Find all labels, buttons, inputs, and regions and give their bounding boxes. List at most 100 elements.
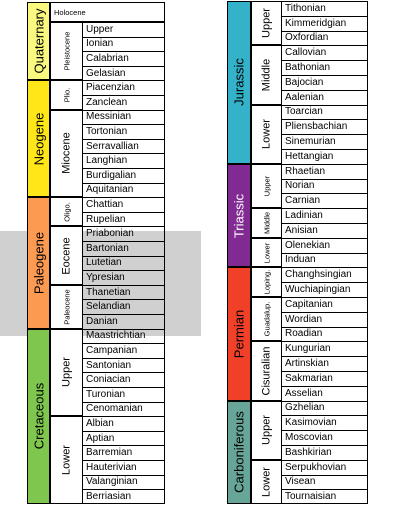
stage-bashkirian: Bashkirian (282, 445, 368, 460)
stage-label: Coniacian (86, 374, 131, 386)
stage-calabrian: Calabrian (83, 51, 165, 66)
period-cretaceous: Cretaceous (27, 328, 50, 504)
stage-label: Tithonian (285, 2, 326, 14)
epoch-carboniferous-upper: Upper (251, 400, 282, 460)
stage-priabonian: Priabonian (83, 226, 165, 241)
stage-lutetian: Lutetian (83, 255, 165, 271)
stage-bajocian: Bajocian (282, 75, 368, 90)
stage-label: Bashkirian (285, 446, 332, 458)
stage-label: Tortonian (86, 125, 128, 137)
epoch-permian-loping: Loping. (251, 267, 282, 297)
stage-pliensbachian: Pliensbachian (282, 119, 368, 134)
stage-visean: Visean (282, 474, 368, 490)
stage-ionian: Ionian (83, 36, 165, 52)
stage-label: Asselian (285, 387, 323, 399)
epoch-label: Upper (261, 175, 271, 197)
stage-cenomanian: Cenomanian (83, 401, 165, 417)
epoch-triassic-lower: Lower (251, 237, 282, 268)
stage-label: Danian (86, 315, 118, 327)
epoch-cretaceous-lower: Lower (50, 416, 83, 504)
epoch-quaternary-holocene: Holocene (50, 2, 165, 22)
stage-label: Toarcian (285, 106, 323, 118)
stage-barremian: Barremian (83, 445, 165, 460)
stage-selandian: Selandian (83, 299, 165, 314)
stage-sakmarian: Sakmarian (282, 371, 368, 386)
stage-label: Piacenzian (86, 82, 135, 94)
stage-toarcian: Toarcian (282, 104, 368, 120)
stage-label: Valanginian (86, 476, 138, 488)
stage-albian: Albian (83, 416, 165, 431)
stage-ladinian: Ladinian (282, 208, 368, 223)
epoch-label: Lower (261, 242, 271, 263)
stage-label: Bathonian (285, 62, 331, 74)
stage-aalenian: Aalenian (282, 89, 368, 105)
stage-wuchiapingian: Wuchiapingian (282, 282, 368, 297)
stage-label: Burdigalian (86, 169, 137, 181)
period-label: Cretaceous (31, 382, 46, 450)
stage-chattian: Chattian (83, 197, 165, 212)
epoch-neogene-miocene: Miocene (50, 109, 83, 198)
epoch-label: Loping. (261, 269, 271, 295)
epoch-paleogene-oligo: Oligo. (50, 197, 83, 227)
period-label: Quaternary (31, 8, 46, 74)
stage-olenekian: Olenekian (282, 237, 368, 253)
epoch-label: Lower (60, 445, 72, 475)
stage-label: Cenomanian (86, 403, 143, 415)
stage-messinian: Messinian (83, 109, 165, 125)
period-quaternary: Quaternary (27, 2, 50, 81)
stage-moscovian: Moscovian (282, 430, 368, 445)
stage-upper: Upper (83, 22, 165, 37)
stage-label: Anisian (285, 224, 318, 236)
stage-label: Ladinian (285, 210, 323, 222)
stage-roadian: Roadian (282, 326, 368, 342)
epoch-label: Guadalup. (261, 301, 271, 337)
stage-label: Santonian (86, 359, 132, 371)
stage-label: Langhian (86, 155, 128, 167)
epoch-label: Oligo. (61, 201, 71, 222)
epoch-label: Upper (260, 415, 272, 446)
stage-kimmeridgian: Kimmeridgian (282, 15, 368, 31)
stage-label: Campanian (86, 344, 138, 356)
stage-label: Sinemurian (285, 136, 336, 148)
epoch-cretaceous-upper: Upper (50, 328, 83, 417)
stage-label: Turonian (86, 388, 126, 400)
period-label: Paleogene (31, 231, 46, 294)
stage-label: Kimmeridgian (285, 17, 347, 29)
period-carboniferous: Carboniferous (227, 400, 251, 505)
stage-valanginian: Valanginian (83, 474, 165, 490)
period-permian: Permian (227, 267, 251, 401)
period-label: Neogene (31, 112, 46, 166)
stage-rupelian: Rupelian (83, 211, 165, 227)
epoch-jurassic-lower: Lower (251, 104, 282, 164)
stage-label: Aptian (86, 432, 115, 444)
stage-danian: Danian (83, 314, 165, 329)
stage-langhian: Langhian (83, 153, 165, 168)
stage-label: Serravallian (86, 140, 139, 152)
epoch-permian-guadalup: Guadalup. (251, 297, 282, 342)
epoch-label: Pleistocene (61, 31, 71, 71)
stage-label: Sakmarian (285, 372, 333, 384)
stage-label: Aalenian (285, 91, 324, 103)
stage-label: Gzhelian (285, 402, 325, 414)
stage-label: Selandian (86, 301, 131, 313)
stage-label: Kungurian (285, 343, 331, 355)
stage-label: Calabrian (86, 52, 129, 64)
stage-label: Upper (86, 23, 114, 35)
epoch-paleogene-eocene: Eocene (50, 226, 83, 285)
stage-oxfordian: Oxfordian (282, 30, 368, 46)
stage-induan: Induan (282, 252, 368, 268)
epoch-label: Holocene (54, 8, 86, 17)
stage-campanian: Campanian (83, 343, 165, 358)
stage-piacenzian: Piacenzian (83, 80, 165, 95)
stage-label: Ionian (86, 38, 114, 50)
period-label: Permian (231, 309, 247, 359)
stage-label: Kasimovian (285, 417, 337, 429)
stage-label: Capitanian (285, 298, 333, 310)
period-paleogene: Paleogene (27, 197, 50, 329)
stage-label: Roadian (285, 328, 323, 340)
stage-label: Artinskian (285, 358, 329, 370)
stage-label: Carnian (285, 195, 321, 207)
stage-serravallian: Serravallian (83, 138, 165, 154)
period-triassic: Triassic (227, 163, 251, 268)
stage-maastrichtian: Maastrichtian (83, 328, 165, 344)
